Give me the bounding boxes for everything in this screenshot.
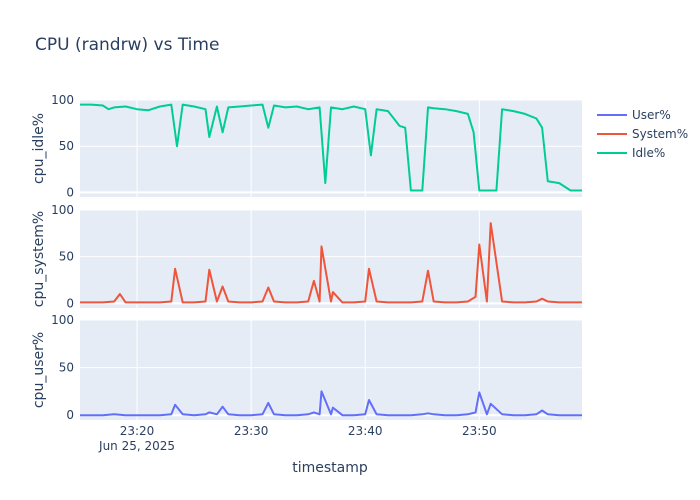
- plot-area-cpu-user: [80, 320, 582, 420]
- y-axis-title-cpu-user: cpu_user%: [31, 332, 47, 408]
- y-tick-label: 100: [51, 203, 74, 217]
- legend-label: System%: [632, 127, 688, 141]
- legend-label: User%: [632, 108, 671, 122]
- series-line-system[interactable]: [80, 222, 582, 304]
- panel-cpu-system: 0 50 100 cpu_system%: [31, 203, 582, 310]
- y-tick-label: 50: [59, 250, 74, 264]
- x-tick-label: 23:50: [462, 424, 497, 438]
- legend-item-idle[interactable]: Idle%: [597, 146, 665, 160]
- x-tick-label: 23:20: [120, 424, 155, 438]
- y-axis-title-cpu-idle: cpu_idle%: [31, 113, 47, 184]
- legend-item-user[interactable]: User%: [597, 108, 671, 122]
- y-axis-title-cpu-system: cpu_system%: [31, 211, 47, 307]
- x-date-label: Jun 25, 2025: [98, 439, 175, 453]
- panels-group: 0 50 100 cpu_idle% 0 50 100 cpu_system% 0 50 100 cp…: [31, 93, 582, 453]
- panel-cpu-user: 0 50 100 cpu_user%: [31, 313, 582, 422]
- x-tick-label: 23:40: [348, 424, 383, 438]
- y-tick-label: 100: [51, 93, 74, 107]
- legend-label: Idle%: [632, 146, 665, 160]
- y-tick-label: 50: [59, 139, 74, 153]
- legend[interactable]: User% System% Idle%: [597, 108, 688, 160]
- chart-title: CPU (randrw) vs Time: [35, 35, 219, 55]
- series-line-user[interactable]: [80, 390, 582, 417]
- series-line-idle[interactable]: [80, 103, 582, 192]
- y-tick-label: 100: [51, 313, 74, 327]
- plot-area-cpu-system: [80, 210, 582, 308]
- y-tick-label: 0: [66, 296, 74, 310]
- y-tick-label: 50: [59, 361, 74, 375]
- y-tick-label: 0: [66, 408, 74, 422]
- x-tick-label: 23:30: [234, 424, 269, 438]
- x-axis-title: timestamp: [292, 460, 368, 476]
- legend-item-system[interactable]: System%: [597, 127, 688, 141]
- panel-cpu-idle: 0 50 100 cpu_idle%: [31, 93, 582, 199]
- y-tick-label: 0: [66, 185, 74, 199]
